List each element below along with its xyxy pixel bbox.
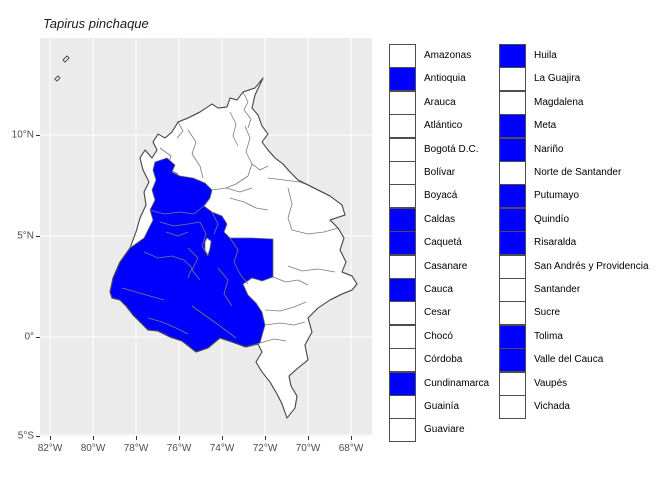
legend-label-putumayo: Putumayo	[534, 190, 580, 202]
checkbox-vaupes[interactable]	[499, 371, 526, 396]
legend-label-boyaca: Boyacá	[424, 190, 458, 202]
legend-label-vaupes: Vaupés	[534, 377, 568, 389]
legend-label-risaralda: Risaralda	[534, 237, 577, 249]
legend-label-antioquia: Antioquia	[424, 73, 466, 85]
legend-label-arauca: Arauca	[424, 96, 456, 108]
legend-label-bogota-d-c: Bogotá D.C.	[424, 143, 479, 155]
map-panel	[40, 38, 372, 436]
x-axis-tick-label: 68°W	[338, 443, 364, 454]
checkbox-huila[interactable]	[499, 44, 526, 68]
y-tick-mark	[36, 436, 40, 437]
checkbox-guainia[interactable]	[389, 395, 416, 419]
legend-label-atlantico: Atlántico	[424, 120, 463, 132]
legend-label-guaviare: Guaviare	[424, 424, 465, 436]
checkbox-putumayo[interactable]	[499, 184, 526, 209]
checkbox-valle-del-cauca[interactable]	[499, 348, 526, 373]
legend-label-valle-del-cauca: Valle del Cauca	[534, 354, 604, 366]
x-tick-mark	[308, 436, 309, 440]
legend-label-quindio: Quindío	[534, 213, 570, 225]
checkbox-santander[interactable]	[499, 278, 526, 302]
checkbox-san-andres-y-providencia[interactable]	[499, 254, 526, 279]
x-axis-tick-label: 82°W	[37, 443, 63, 454]
x-tick-mark	[351, 436, 352, 440]
colombia-map	[40, 38, 372, 436]
legend-label-vichada: Vichada	[534, 401, 570, 412]
legend-label-huila: Huila	[534, 50, 557, 61]
y-axis-tick-label: 0°	[24, 331, 34, 343]
x-axis-tick-label: 74°W	[209, 443, 235, 454]
legend-label-amazonas: Amazonas	[424, 50, 472, 61]
y-axis-tick-label: 5°N	[17, 230, 34, 242]
y-tick-mark	[36, 135, 40, 136]
checkbox-magdalena[interactable]	[499, 90, 526, 115]
legend-label-narino: Nariño	[534, 143, 564, 155]
checkbox-atlantico[interactable]	[389, 114, 416, 139]
bogota-dc-region	[204, 237, 212, 256]
checkbox-bogota-d-c[interactable]	[389, 137, 416, 162]
x-axis-tick-label: 80°W	[80, 443, 106, 454]
checkbox-vichada[interactable]	[499, 395, 526, 419]
x-tick-mark	[265, 436, 266, 440]
checkbox-risaralda[interactable]	[499, 231, 526, 256]
x-axis-tick-label: 78°W	[123, 443, 149, 454]
legend-label-bolivar: Bolívar	[424, 167, 456, 178]
department-borders	[159, 91, 339, 344]
legend-label-cundinamarca: Cundinamarca	[424, 377, 490, 389]
legend-label-magdalena: Magdalena	[534, 96, 584, 108]
y-tick-mark	[36, 236, 40, 237]
checkbox-amazonas[interactable]	[389, 44, 416, 68]
x-axis-tick-label: 72°W	[252, 443, 278, 454]
checkbox-bolivar[interactable]	[389, 161, 416, 185]
x-tick-mark	[222, 436, 223, 440]
checkbox-la-guajira[interactable]	[499, 67, 526, 92]
checkbox-guaviare[interactable]	[389, 418, 416, 443]
checkbox-norte-de-santander[interactable]	[499, 161, 526, 185]
checkbox-arauca[interactable]	[389, 90, 416, 115]
checkbox-meta[interactable]	[499, 114, 526, 139]
checkbox-cauca[interactable]	[389, 278, 416, 302]
legend-label-santander: Santander	[534, 284, 581, 295]
legend-label-la-guajira: La Guajira	[534, 73, 581, 85]
checkbox-caqueta[interactable]	[389, 231, 416, 256]
legend-label-sucre: Sucre	[534, 307, 561, 319]
legend-label-caldas: Caldas	[424, 213, 456, 225]
legend-label-cordoba: Córdoba	[424, 354, 463, 366]
x-tick-mark	[50, 436, 51, 440]
y-axis-tick-label: 5°S	[17, 430, 34, 442]
san-andres-providencia-islands	[54, 55, 70, 82]
legend-label-meta: Meta	[534, 120, 557, 132]
legend-label-guainia: Guainía	[424, 401, 460, 412]
legend-label-cauca: Cauca	[424, 284, 453, 295]
legend-label-caqueta: Caquetá	[424, 237, 462, 249]
legend-label-casanare: Casanare	[424, 260, 468, 272]
checkbox-tolima[interactable]	[499, 324, 526, 349]
checkbox-narino[interactable]	[499, 137, 526, 162]
x-tick-mark	[93, 436, 94, 440]
y-axis-tick-label: 10°N	[11, 129, 34, 141]
checkbox-cordoba[interactable]	[389, 348, 416, 373]
legend-label-norte-de-santander: Norte de Santander	[534, 167, 622, 178]
country-border-overlay	[109, 77, 358, 419]
checkbox-cundinamarca[interactable]	[389, 371, 416, 396]
checkbox-boyaca[interactable]	[389, 184, 416, 209]
legend-label-choco: Chocó	[424, 330, 453, 342]
checkbox-caldas[interactable]	[389, 207, 416, 232]
checkbox-casanare[interactable]	[389, 254, 416, 279]
checkbox-choco[interactable]	[389, 324, 416, 349]
x-tick-mark	[179, 436, 180, 440]
highlighted-department-borders	[121, 205, 249, 339]
y-tick-mark	[36, 337, 40, 338]
legend-label-tolima: Tolima	[534, 330, 563, 342]
checkbox-quindio[interactable]	[499, 207, 526, 232]
legend-label-san-andres-y-providencia: San Andrés y Providencia	[534, 260, 649, 272]
checkbox-antioquia[interactable]	[389, 67, 416, 92]
x-tick-mark	[136, 436, 137, 440]
x-axis-tick-label: 76°W	[166, 443, 192, 454]
legend-label-cesar: Cesar	[424, 307, 451, 319]
checkbox-sucre[interactable]	[499, 301, 526, 326]
x-axis-tick-label: 70°W	[295, 443, 321, 454]
page-title: Tapirus pinchaque	[43, 16, 149, 31]
checkbox-cesar[interactable]	[389, 301, 416, 326]
